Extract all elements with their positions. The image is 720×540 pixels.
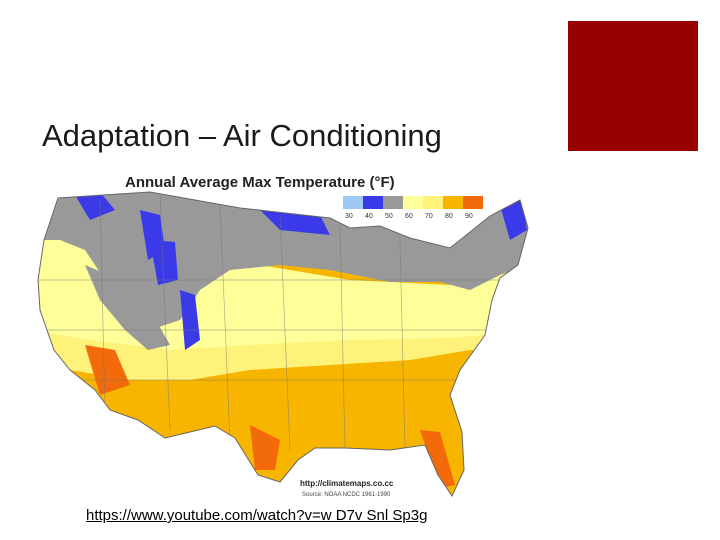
legend-swatch-90 bbox=[463, 196, 483, 209]
legend-label-90: 90 bbox=[465, 213, 473, 220]
slide-title: Adaptation – Air Conditioning bbox=[42, 118, 442, 153]
temperature-map: Annual Average Max Temperature (°F) 30 4… bbox=[30, 170, 540, 500]
legend-swatch-40 bbox=[363, 196, 383, 209]
legend-label-70: 70 bbox=[425, 213, 433, 220]
legend-label-50: 50 bbox=[385, 213, 393, 220]
map-title: Annual Average Max Temperature (°F) bbox=[125, 174, 395, 191]
legend-label-40: 40 bbox=[365, 213, 373, 220]
legend-swatch-30 bbox=[343, 196, 363, 209]
map-credit-url: http://climatemaps.co.cc bbox=[300, 479, 394, 488]
us-map-shape bbox=[38, 192, 528, 496]
legend-label-80: 80 bbox=[445, 213, 453, 220]
map-credit-source: Source: NOAA NCDC 1961-1990 bbox=[302, 492, 391, 498]
legend-label-30: 30 bbox=[345, 213, 353, 220]
legend-swatch-80 bbox=[443, 196, 463, 209]
map-outline bbox=[37, 191, 529, 498]
legend-swatch-60 bbox=[403, 196, 423, 209]
legend-swatch-50 bbox=[383, 196, 403, 209]
youtube-link[interactable]: https://www.youtube.com/watch?v=w D7v Sn… bbox=[86, 507, 428, 524]
accent-block bbox=[568, 21, 698, 151]
map-legend: 30 40 50 60 70 80 90 bbox=[343, 196, 483, 220]
legend-label-60: 60 bbox=[405, 213, 413, 220]
legend-swatch-70 bbox=[423, 196, 443, 209]
